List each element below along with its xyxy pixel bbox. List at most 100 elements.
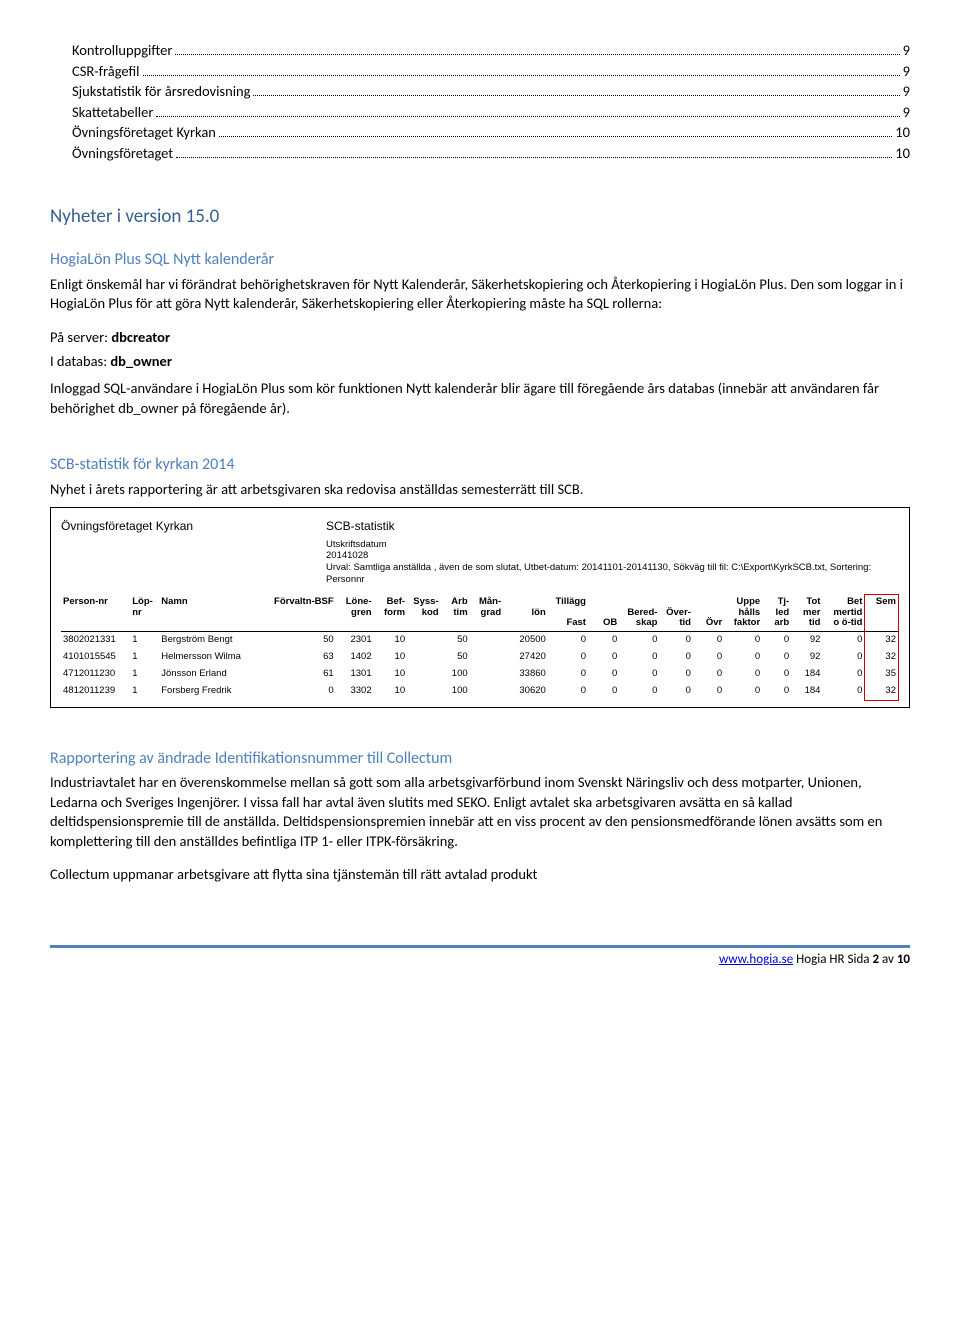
table-cell: 92 — [791, 649, 822, 666]
table-cell: 4712011230 — [61, 666, 130, 683]
toc-entry[interactable]: Övningsföretaget 10 — [50, 144, 910, 164]
table-cell: 92 — [791, 632, 822, 649]
toc-page: 9 — [903, 62, 910, 82]
table-cell: 10 — [374, 683, 408, 700]
table-cell: 0 — [693, 683, 724, 700]
table-cell: 1 — [130, 666, 159, 683]
table-cell: 0 — [619, 666, 659, 683]
table-cell: 3802021331 — [61, 632, 130, 649]
paragraph: Enligt önskemål har vi förändrat behörig… — [50, 275, 910, 314]
table-of-contents: Kontrolluppgifter 9 CSR-frågefil 9 Sjuks… — [50, 41, 910, 164]
paragraph: Industriavtalet har en överenskommelse m… — [50, 773, 910, 851]
table-cell: 0 — [762, 666, 791, 683]
table-header-cell: Bef-form — [374, 595, 408, 632]
toc-entry[interactable]: Kontrolluppgifter 9 — [50, 41, 910, 61]
table-header-cell: Mån-grad — [470, 595, 504, 632]
paragraph: Collectum uppmanar arbetsgivare att flyt… — [50, 865, 910, 885]
report-company: Övningsföretaget Kyrkan — [61, 518, 326, 534]
table-cell: 35 — [865, 666, 899, 683]
table-cell — [470, 683, 504, 700]
table-cell: 32 — [865, 632, 899, 649]
role-db: I databas: db_owner — [50, 352, 910, 372]
table-cell: 1402 — [336, 649, 374, 666]
table-cell: 50 — [441, 632, 470, 649]
report-title: SCB-statistik — [326, 518, 395, 534]
table-cell: 100 — [441, 683, 470, 700]
table-cell: 0 — [724, 683, 762, 700]
table-cell: 0 — [822, 649, 864, 666]
table-header-cell: Betmertido ö-tid — [822, 595, 864, 632]
report-meta: Utskriftsdatum 20141028 Urval: Samtliga … — [326, 539, 899, 587]
table-cell — [407, 649, 441, 666]
table-row: 41010155451Helmersson Wilma6314021050274… — [61, 649, 899, 666]
role-db-label: I databas: — [50, 352, 110, 370]
role-server-value: dbcreator — [111, 328, 170, 346]
table-cell: 0 — [588, 683, 619, 700]
table-header-cell: Totmertid — [791, 595, 822, 632]
table-cell: 0 — [588, 632, 619, 649]
table-cell: 0 — [762, 683, 791, 700]
table-header-cell: Löne-gren — [336, 595, 374, 632]
toc-page: 9 — [903, 82, 910, 102]
toc-label: Kontrolluppgifter — [72, 41, 172, 61]
table-cell: 0 — [619, 683, 659, 700]
toc-entry[interactable]: CSR-frågefil 9 — [50, 62, 910, 82]
table-header-cell: Tj-ledarb — [762, 595, 791, 632]
table-cell: 0 — [619, 632, 659, 649]
toc-leader — [156, 103, 899, 117]
table-cell: 50 — [441, 649, 470, 666]
table-header-cell: Arbtim — [441, 595, 470, 632]
footer-link[interactable]: www.hogia.se — [719, 952, 793, 967]
table-cell: 0 — [762, 649, 791, 666]
table-cell — [407, 683, 441, 700]
toc-entry[interactable]: Skattetabeller 9 — [50, 103, 910, 123]
toc-page: 9 — [903, 41, 910, 61]
table-cell — [470, 632, 504, 649]
table-cell: 4101015545 — [61, 649, 130, 666]
toc-leader — [253, 82, 899, 96]
table-header-cell: TilläggFast — [548, 595, 588, 632]
paragraph: Nyhet i årets rapportering är att arbets… — [50, 480, 910, 500]
table-header-cell: OB — [588, 595, 619, 632]
table-header-row: Person-nrLöp-nrNamnFörvaltn-BSFLöne-gren… — [61, 595, 899, 632]
table-cell: 0 — [693, 632, 724, 649]
table-cell: 2301 — [336, 632, 374, 649]
table-cell: Bergström Bengt — [159, 632, 266, 649]
table-header-cell: Löp-nr — [130, 595, 159, 632]
table-cell: 20500 — [503, 632, 548, 649]
paragraph: Inloggad SQL-användare i HogiaLön Plus s… — [50, 379, 910, 418]
table-row: 38020213311Bergström Bengt50230110502050… — [61, 632, 899, 649]
table-cell: Jönsson Erland — [159, 666, 266, 683]
table-header-cell: Person-nr — [61, 595, 130, 632]
table-cell: 0 — [659, 649, 693, 666]
report-meta-urval: Urval: Samtliga anställda , även de som … — [326, 562, 899, 586]
toc-entry[interactable]: Övningsföretaget Kyrkan 10 — [50, 123, 910, 143]
table-cell: 0 — [693, 649, 724, 666]
toc-entry[interactable]: Sjukstatistik för årsredovisning 9 — [50, 82, 910, 102]
table-cell: 10 — [374, 632, 408, 649]
role-db-value: db_owner — [110, 352, 172, 370]
table-cell: 1 — [130, 649, 159, 666]
table-header-cell: Över-tid — [659, 595, 693, 632]
table-cell: 0 — [548, 683, 588, 700]
table-cell: 32 — [865, 683, 899, 700]
table-cell: 0 — [548, 666, 588, 683]
table-cell — [407, 632, 441, 649]
table-cell: 0 — [588, 649, 619, 666]
table-row: 48120112391Forsberg Fredrik0330210100306… — [61, 683, 899, 700]
toc-label: Övningsföretaget — [72, 144, 173, 164]
table-cell: 0 — [822, 666, 864, 683]
heading-collectum: Rapportering av ändrade Identifikationsn… — [50, 748, 910, 770]
table-cell: 0 — [724, 666, 762, 683]
table-cell: 0 — [619, 649, 659, 666]
table-cell: 3302 — [336, 683, 374, 700]
role-server: På server: dbcreator — [50, 328, 910, 348]
table-cell: 0 — [762, 632, 791, 649]
table-cell: 10 — [374, 649, 408, 666]
table-cell: 0 — [724, 632, 762, 649]
table-cell: 1301 — [336, 666, 374, 683]
table-header-cell: lön — [503, 595, 548, 632]
toc-page: 10 — [895, 144, 910, 164]
table-cell: 0 — [266, 683, 335, 700]
table-cell: 27420 — [503, 649, 548, 666]
